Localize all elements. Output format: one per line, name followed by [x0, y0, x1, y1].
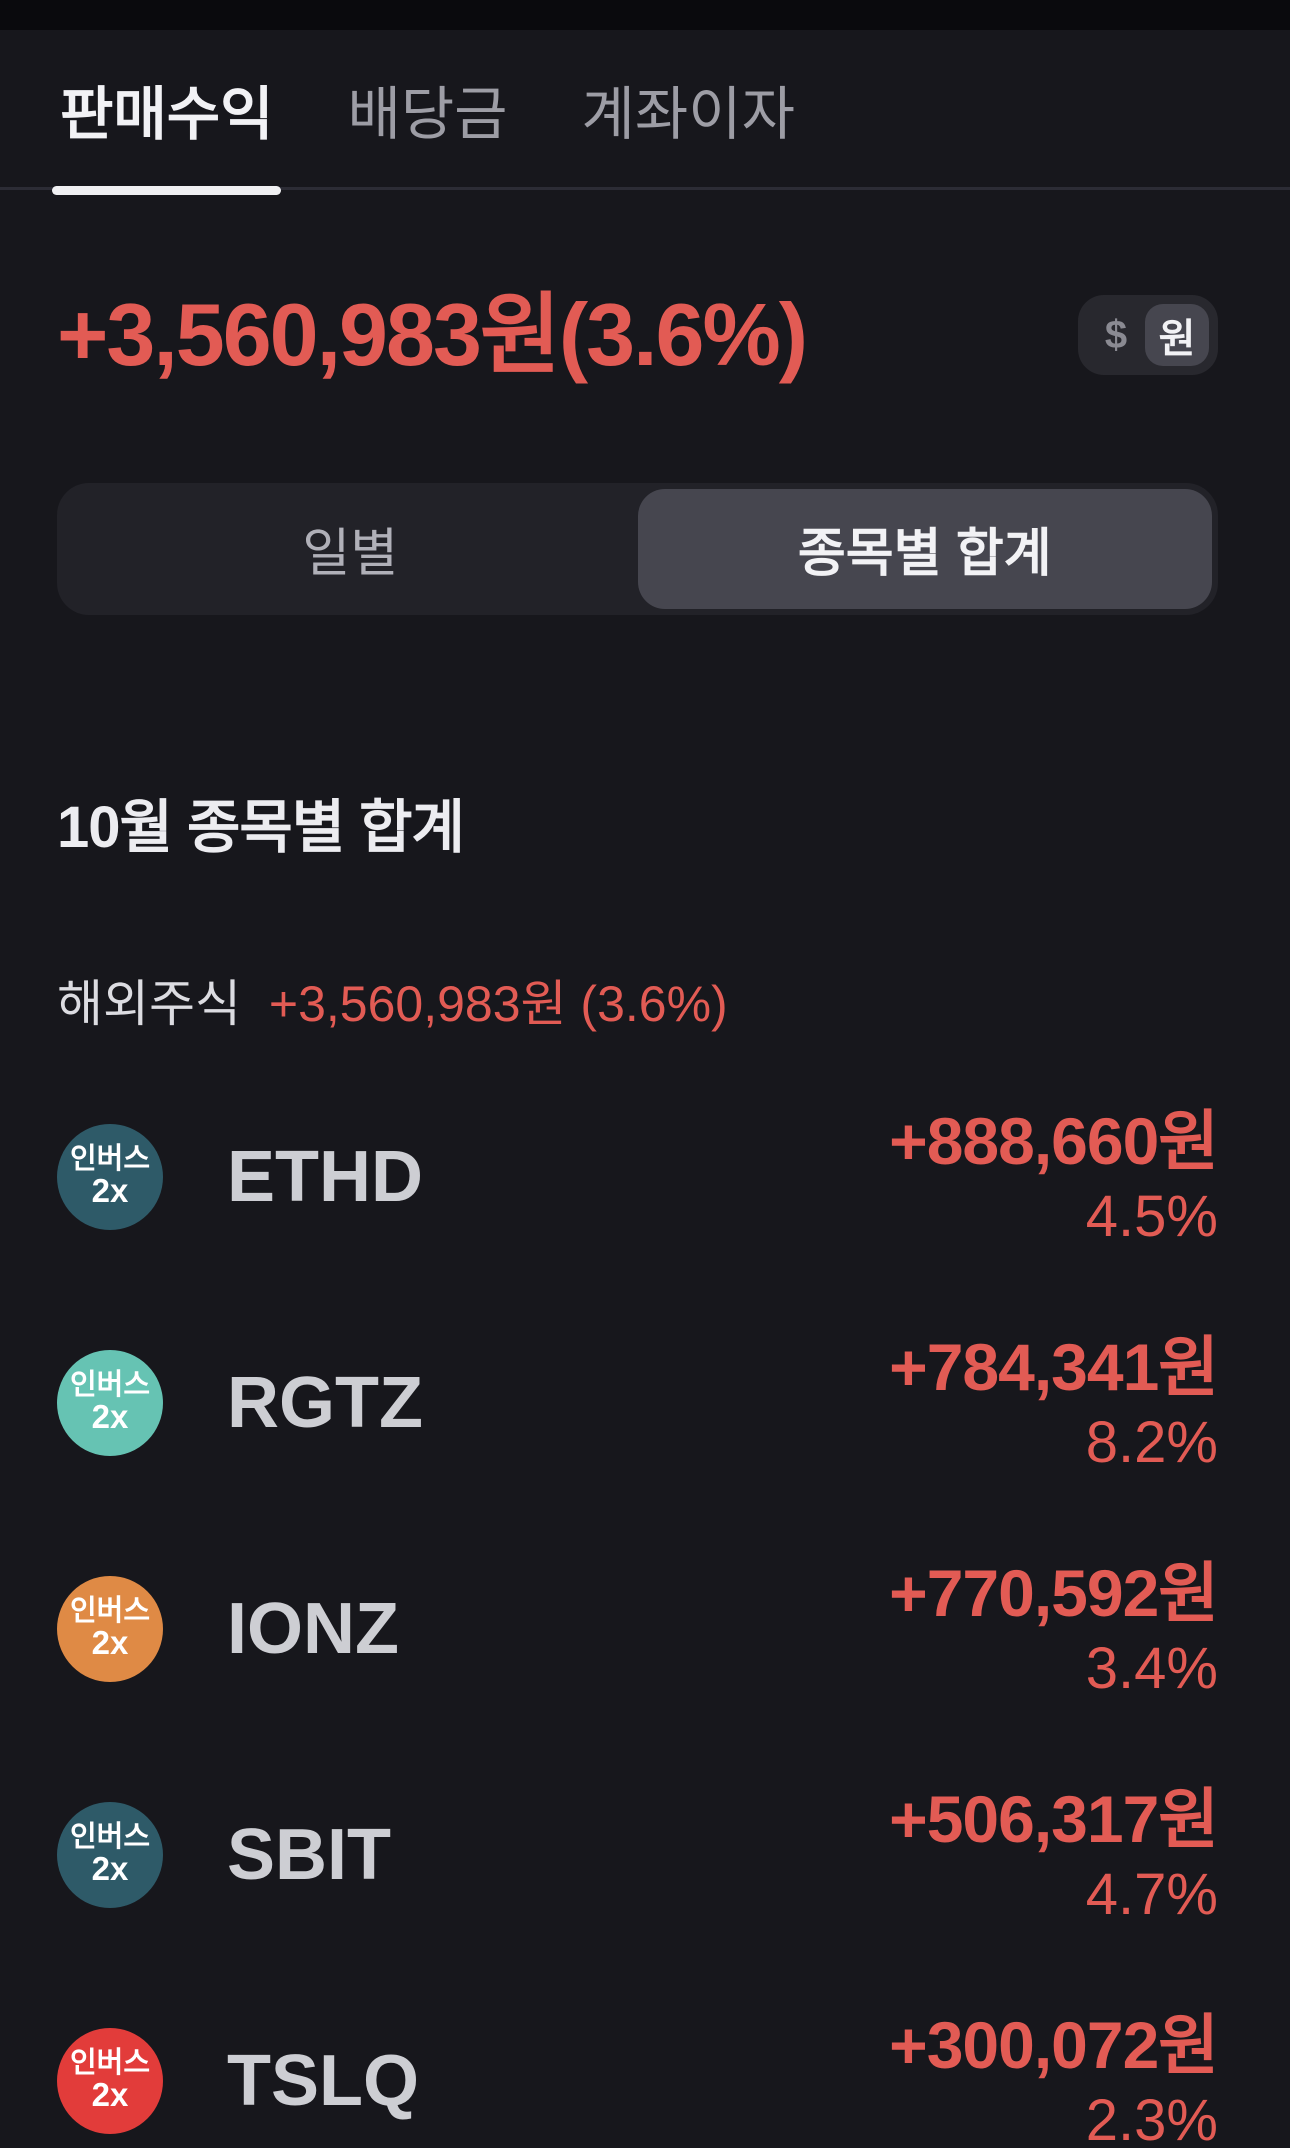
summary-row: +3,560,983원(3.6%) $ 원 [57, 285, 1218, 385]
inverse-2x-badge: 인버스 2x [57, 1575, 163, 1682]
tab-account-interest[interactable]: 계좌이자 [581, 81, 795, 147]
badge-label-line2: 2x [91, 1850, 129, 1888]
stock-row-ethd[interactable]: 인버스 2x ETHD +888,660원 4.5% [57, 1064, 1219, 1290]
segment-by-stock-total[interactable]: 종목별 합계 [637, 488, 1212, 609]
group-summary-line: 해외주식 +3,560,983원 (3.6%) [57, 964, 1218, 1036]
stock-profit-percent: 4.5% [1085, 1183, 1218, 1249]
stock-profit-percent: 2.3% [1085, 2087, 1218, 2148]
group-label: 해외주식 [57, 975, 241, 1032]
segment-daily[interactable]: 일별 [302, 525, 399, 584]
stock-row-sbit[interactable]: 인버스 2x SBIT +506,317원 4.7% [57, 1742, 1219, 1968]
tab-sales-profit[interactable]: 판매수익 [51, 67, 282, 195]
stock-ticker: RGTZ [227, 1362, 423, 1443]
badge-label-line1: 인버스 [69, 1595, 151, 1627]
inverse-2x-badge: 인버스 2x [57, 1801, 163, 1908]
badge-label-line1: 인버스 [69, 1143, 151, 1175]
stock-profit-amount: +770,592원 [889, 1555, 1219, 1630]
stock-row-rgtz[interactable]: 인버스 2x RGTZ +784,341원 8.2% [57, 1290, 1219, 1516]
main-content: +3,560,983원(3.6%) $ 원 일별 종목별 합계 10월 종목별 … [0, 285, 1290, 2148]
inverse-2x-badge: 인버스 2x [57, 2027, 163, 2134]
stock-row-ionz[interactable]: 인버스 2x IONZ +770,592원 3.4% [57, 1516, 1219, 1742]
stock-ticker: SBIT [227, 1814, 392, 1895]
stock-profit-percent: 8.2% [1085, 1409, 1218, 1475]
stock-profit-amount: +506,317원 [889, 1781, 1219, 1856]
stock-ticker: ETHD [227, 1136, 423, 1217]
stock-profit-amount: +888,660원 [889, 1103, 1219, 1178]
section-title: 10월 종목별 합계 [57, 794, 465, 860]
stock-values: +770,592원 3.4% [889, 1555, 1219, 1701]
currency-toggle[interactable]: $ 원 [1078, 295, 1218, 376]
total-profit-amount: +3,560,983원(3.6%) [57, 285, 808, 384]
badge-label-line2: 2x [91, 1624, 129, 1662]
profit-tab-bar: 판매수익 배당금 계좌이자 [0, 30, 1290, 195]
currency-usd-option[interactable]: $ [1104, 312, 1128, 357]
stock-values: +784,341원 8.2% [889, 1329, 1219, 1475]
stock-row-tslq[interactable]: 인버스 2x TSLQ +300,072원 2.3% [57, 1968, 1219, 2148]
badge-label-line1: 인버스 [69, 2047, 151, 2079]
stock-profit-percent: 3.4% [1085, 1635, 1218, 1701]
badge-label-line2: 2x [91, 2076, 129, 2114]
stock-values: +888,660원 4.5% [889, 1103, 1219, 1249]
badge-label-line1: 인버스 [69, 1369, 151, 1401]
stock-list: 인버스 2x ETHD +888,660원 4.5% 인버스 2x RGTZ +… [57, 1064, 1219, 2148]
inverse-2x-badge: 인버스 2x [57, 1349, 163, 1456]
inverse-2x-badge: 인버스 2x [57, 1123, 163, 1230]
period-segmented-control: 일별 종목별 합계 [57, 482, 1218, 615]
stock-ticker: IONZ [227, 1588, 399, 1669]
stock-values: +300,072원 2.3% [889, 2007, 1219, 2148]
badge-label-line2: 2x [91, 1398, 129, 1436]
badge-label-line2: 2x [91, 1172, 129, 1210]
status-bar-strip [0, 0, 1290, 30]
badge-label-line1: 인버스 [69, 1821, 151, 1853]
stock-profit-amount: +784,341원 [889, 1329, 1219, 1404]
group-profit-value: +3,560,983원 (3.6%) [268, 975, 728, 1032]
stock-values: +506,317원 4.7% [889, 1781, 1219, 1927]
currency-krw-option[interactable]: 원 [1145, 304, 1209, 367]
stock-profit-amount: +300,072원 [889, 2007, 1219, 2082]
stock-profit-percent: 4.7% [1085, 1861, 1218, 1927]
stock-ticker: TSLQ [227, 2040, 419, 2121]
tab-dividends[interactable]: 배당금 [347, 81, 508, 147]
